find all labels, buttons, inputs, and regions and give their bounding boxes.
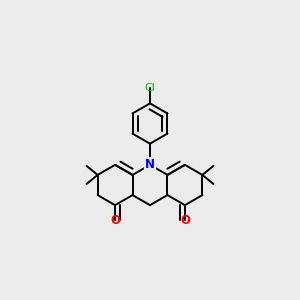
Text: O: O <box>110 214 120 227</box>
Text: Cl: Cl <box>145 83 155 93</box>
Text: O: O <box>180 214 190 227</box>
Text: N: N <box>145 158 155 171</box>
